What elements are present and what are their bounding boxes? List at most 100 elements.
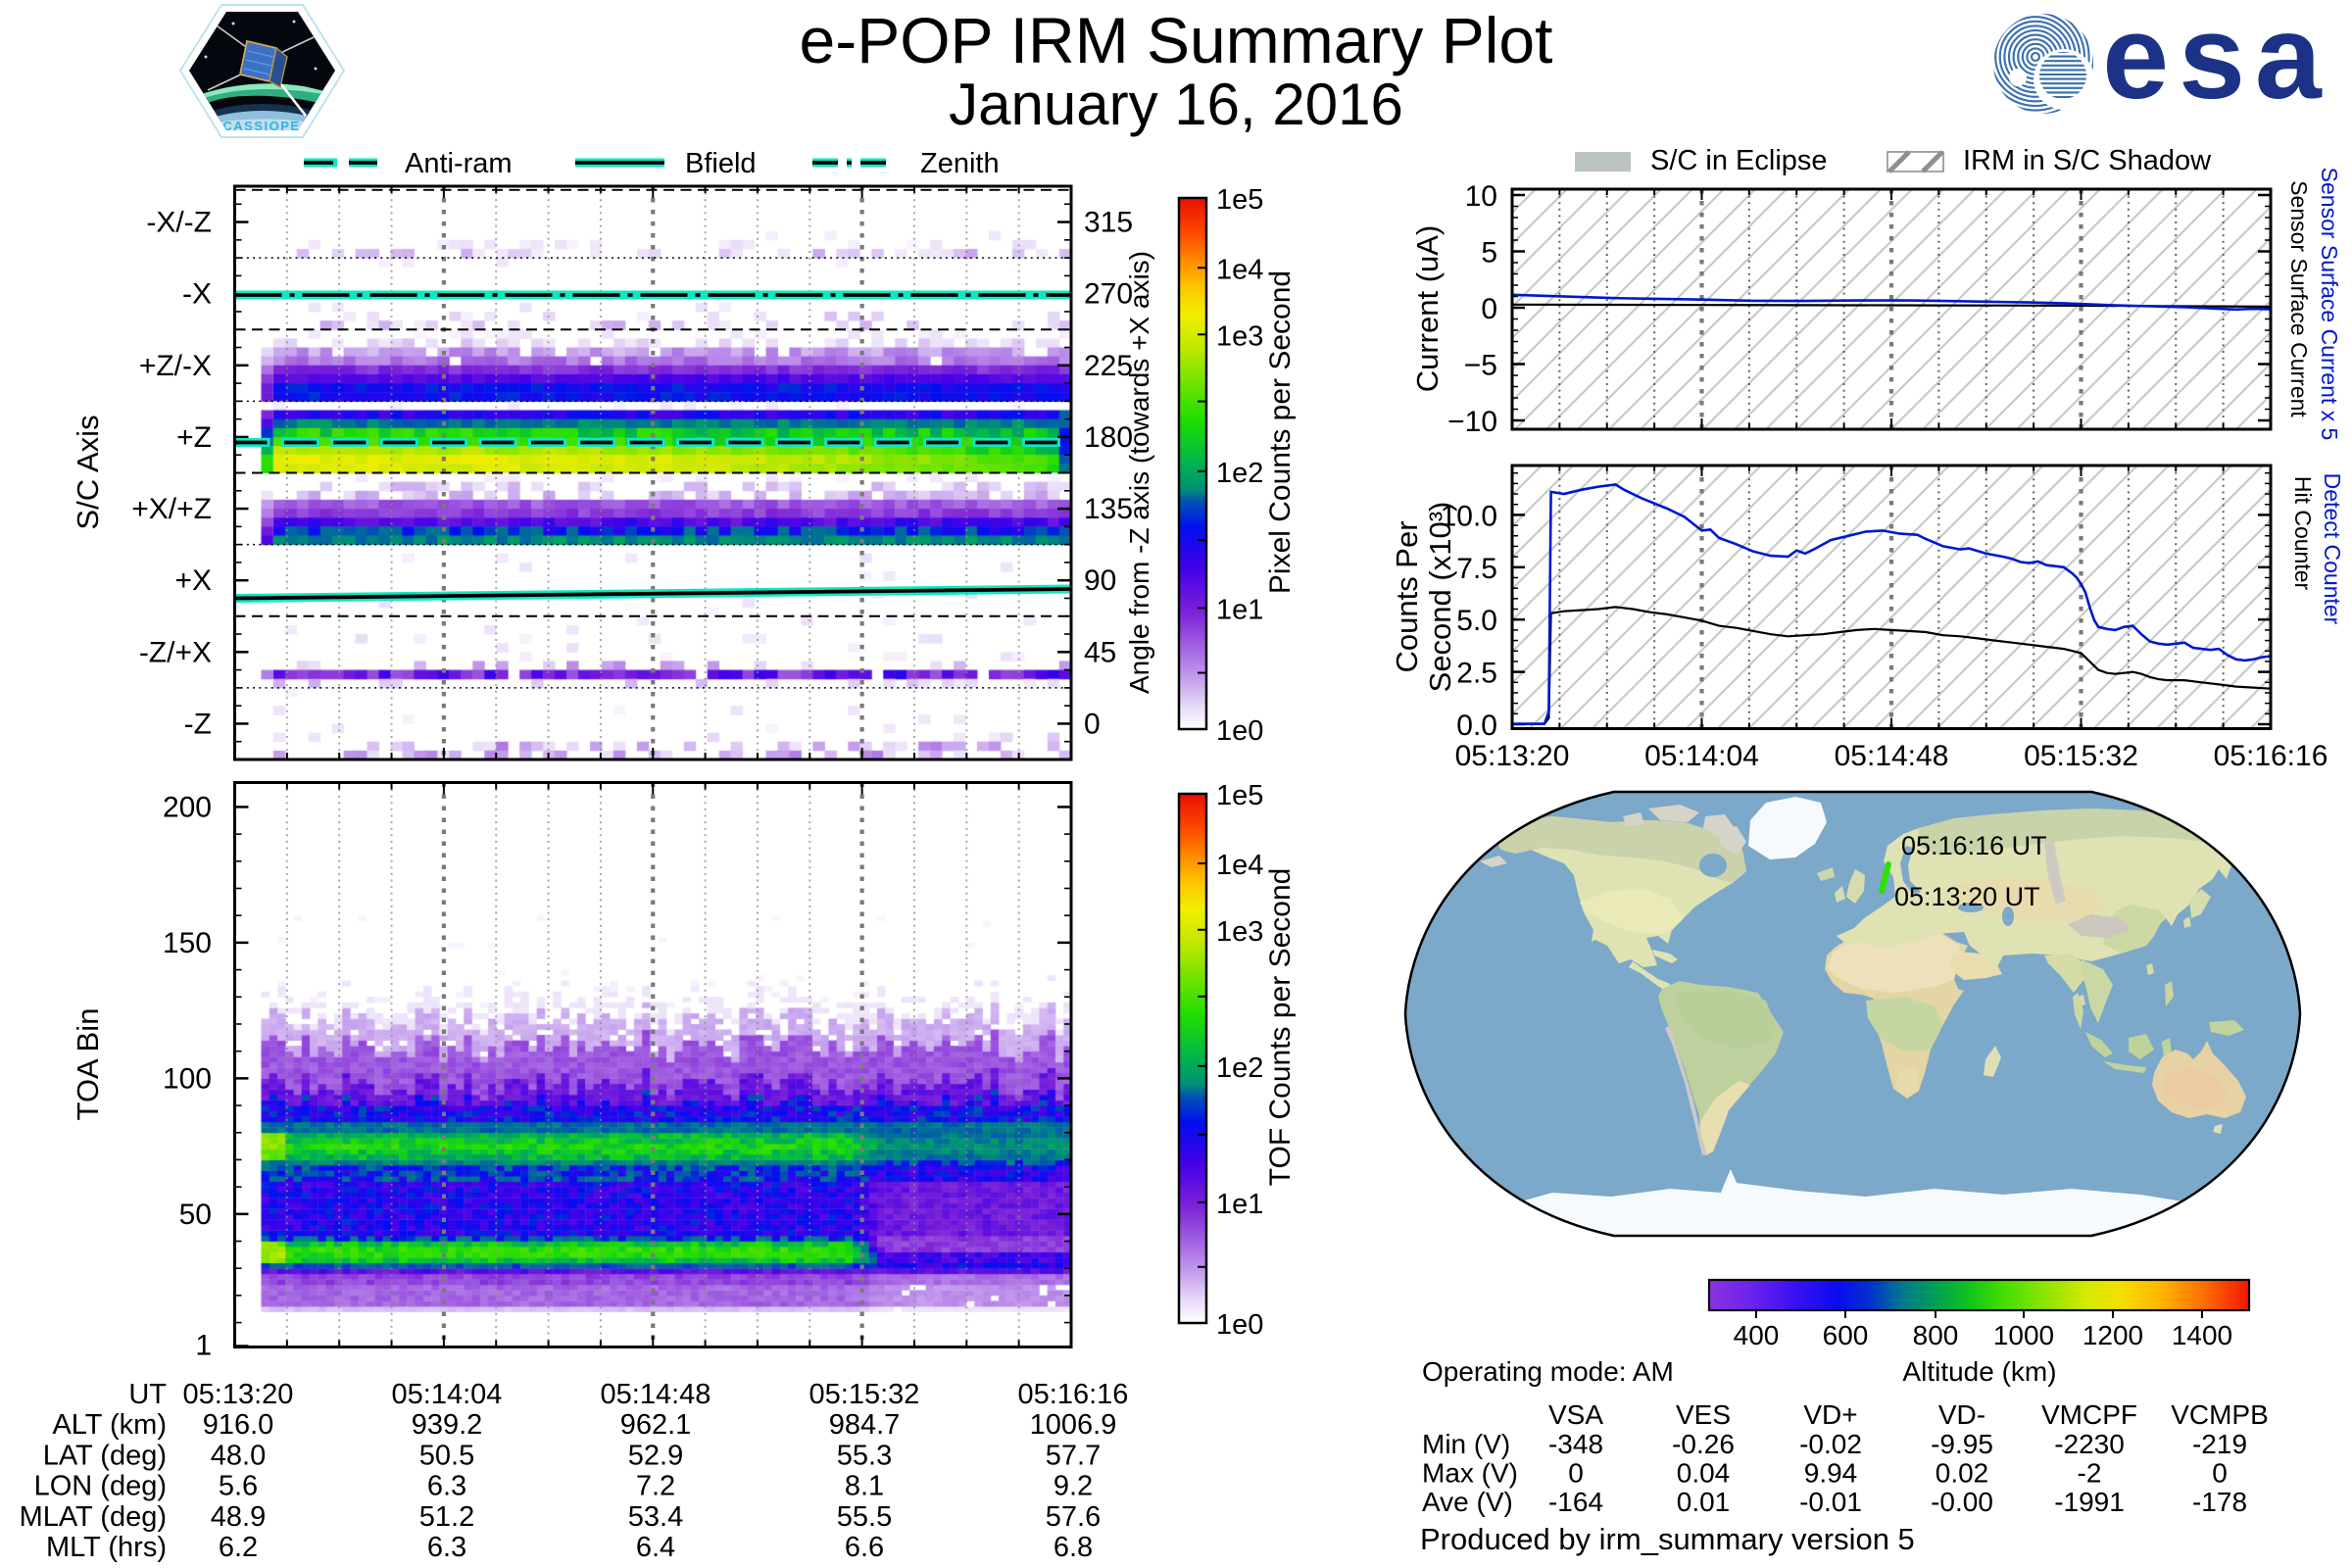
svg-text:225: 225 <box>1084 350 1133 382</box>
svg-text:53.4: 53.4 <box>628 1501 683 1533</box>
svg-text:05:14:04: 05:14:04 <box>1644 740 1759 772</box>
svg-text:05:14:48: 05:14:48 <box>1835 740 1949 772</box>
svg-text:180: 180 <box>1084 421 1133 454</box>
svg-text:90: 90 <box>1084 564 1116 597</box>
svg-text:TOF Counts per Second: TOF Counts per Second <box>1264 868 1297 1187</box>
svg-text:Counts Per: Counts Per <box>1390 520 1424 672</box>
svg-text:MLT (hrs): MLT (hrs) <box>46 1532 167 1563</box>
svg-text:05:15:32: 05:15:32 <box>809 1379 920 1410</box>
svg-text:7.5: 7.5 <box>1456 553 1497 585</box>
svg-text:1e0: 1e0 <box>1216 1309 1263 1341</box>
svg-text:−5: −5 <box>1464 350 1497 382</box>
svg-text:2.5: 2.5 <box>1456 658 1497 690</box>
svg-text:1e0: 1e0 <box>1216 715 1263 747</box>
svg-text:7.2: 7.2 <box>636 1471 675 1502</box>
svg-text:VMCPF: VMCPF <box>2041 1399 2137 1430</box>
svg-text:e-POP IRM Summary Plot: e-POP IRM Summary Plot <box>800 4 1553 76</box>
svg-text:Max (V): Max (V) <box>1422 1458 1518 1489</box>
svg-text:9.2: 9.2 <box>1054 1471 1093 1502</box>
svg-text:6.8: 6.8 <box>1054 1532 1093 1563</box>
svg-text:55.3: 55.3 <box>837 1440 892 1471</box>
svg-text:0: 0 <box>1481 293 1497 325</box>
svg-text:57.6: 57.6 <box>1046 1501 1101 1533</box>
svg-text:962.1: 962.1 <box>620 1409 692 1441</box>
svg-text:0: 0 <box>1568 1458 1584 1489</box>
svg-text:6.3: 6.3 <box>427 1532 466 1563</box>
svg-text:0.01: 0.01 <box>1677 1487 1731 1517</box>
svg-text:-9.95: -9.95 <box>1931 1429 1993 1459</box>
svg-text:800: 800 <box>1913 1320 1959 1350</box>
svg-text:LON (deg): LON (deg) <box>34 1471 167 1502</box>
svg-text:+Z: +Z <box>176 421 212 454</box>
svg-text:5.6: 5.6 <box>219 1471 258 1502</box>
svg-text:05:15:32: 05:15:32 <box>2024 740 2138 772</box>
svg-text:-X/-Z: -X/-Z <box>146 207 212 239</box>
svg-text:100: 100 <box>163 1062 212 1095</box>
svg-text:1e5: 1e5 <box>1216 780 1263 811</box>
svg-text:1e4: 1e4 <box>1216 254 1263 285</box>
svg-text:-Z/+X: -Z/+X <box>139 636 212 668</box>
svg-text:VSA: VSA <box>1548 1399 1603 1430</box>
svg-text:VCMPB: VCMPB <box>2171 1399 2269 1430</box>
svg-text:1000: 1000 <box>1993 1320 2054 1350</box>
svg-text:-2230: -2230 <box>2054 1429 2125 1459</box>
svg-text:55.5: 55.5 <box>837 1501 892 1533</box>
svg-text:-348: -348 <box>1548 1429 1603 1459</box>
svg-text:Operating mode: AM: Operating mode: AM <box>1422 1356 1674 1387</box>
svg-text:MLAT (deg): MLAT (deg) <box>20 1501 167 1533</box>
svg-text:Sensor Surface Current x 5: Sensor Surface Current x 5 <box>2317 168 2342 441</box>
svg-text:1e3: 1e3 <box>1216 320 1263 352</box>
svg-text:1e5: 1e5 <box>1216 184 1263 216</box>
svg-text:45: 45 <box>1084 636 1116 668</box>
svg-text:6.6: 6.6 <box>845 1532 884 1563</box>
svg-text:984.7: 984.7 <box>829 1409 901 1441</box>
svg-text:-0.01: -0.01 <box>1799 1487 1862 1517</box>
svg-text:VD+: VD+ <box>1803 1399 1857 1430</box>
svg-text:6.3: 6.3 <box>427 1471 466 1502</box>
svg-text:Produced by irm_summary versio: Produced by irm_summary version 5 <box>1420 1522 1915 1556</box>
svg-text:0.0: 0.0 <box>1456 710 1497 742</box>
svg-text:Second (x10³): Second (x10³) <box>1423 502 1457 693</box>
svg-text:-0.26: -0.26 <box>1672 1429 1735 1459</box>
svg-text:S/C in Eclipse: S/C in Eclipse <box>1650 145 1828 176</box>
svg-text:IRM in S/C Shadow: IRM in S/C Shadow <box>1963 145 2212 176</box>
svg-text:-0.02: -0.02 <box>1799 1429 1862 1459</box>
svg-text:1400: 1400 <box>2172 1320 2232 1350</box>
svg-text:05:16:16: 05:16:16 <box>1018 1379 1129 1410</box>
svg-text:10: 10 <box>1465 180 1497 213</box>
svg-text:Pixel Counts per Second: Pixel Counts per Second <box>1264 270 1297 594</box>
svg-text:0.02: 0.02 <box>1936 1458 1989 1489</box>
svg-text:05:16:16: 05:16:16 <box>2214 740 2328 772</box>
svg-text:Bfield: Bfield <box>685 148 757 179</box>
svg-text:05:13:20: 05:13:20 <box>1455 740 1570 772</box>
svg-text:-178: -178 <box>2192 1487 2247 1517</box>
svg-text:150: 150 <box>163 927 212 959</box>
svg-text:200: 200 <box>163 791 212 823</box>
svg-text:400: 400 <box>1734 1320 1780 1350</box>
svg-text:1e1: 1e1 <box>1216 594 1263 625</box>
svg-text:+Z/-X: +Z/-X <box>139 350 212 382</box>
svg-text:48.0: 48.0 <box>211 1440 266 1471</box>
svg-text:5: 5 <box>1481 237 1497 270</box>
svg-text:-Z: -Z <box>184 708 212 740</box>
svg-text:-164: -164 <box>1548 1487 1603 1517</box>
svg-text:6.4: 6.4 <box>636 1532 675 1563</box>
svg-text:8.1: 8.1 <box>845 1471 884 1502</box>
svg-text:VD-: VD- <box>1938 1399 1985 1430</box>
svg-text:Hit Counter: Hit Counter <box>2290 476 2316 591</box>
svg-text:50.5: 50.5 <box>419 1440 474 1471</box>
svg-text:1e1: 1e1 <box>1216 1189 1263 1220</box>
svg-text:UT: UT <box>128 1379 167 1410</box>
svg-text:05:14:04: 05:14:04 <box>392 1379 503 1410</box>
svg-text:-X: -X <box>182 278 212 311</box>
svg-text:1e2: 1e2 <box>1216 458 1263 489</box>
svg-text:CASSIOPE: CASSIOPE <box>222 119 300 133</box>
svg-text:ALT (km): ALT (km) <box>52 1409 167 1441</box>
svg-text:939.2: 939.2 <box>412 1409 483 1441</box>
svg-text:−10: −10 <box>1447 406 1497 438</box>
svg-text:Angle from -Z axis (towards +X: Angle from -Z axis (towards +X axis) <box>1124 251 1154 694</box>
svg-text:+X: +X <box>174 564 212 597</box>
svg-text:5.0: 5.0 <box>1456 605 1497 637</box>
svg-text:1200: 1200 <box>2082 1320 2143 1350</box>
svg-text:0.04: 0.04 <box>1677 1458 1731 1489</box>
